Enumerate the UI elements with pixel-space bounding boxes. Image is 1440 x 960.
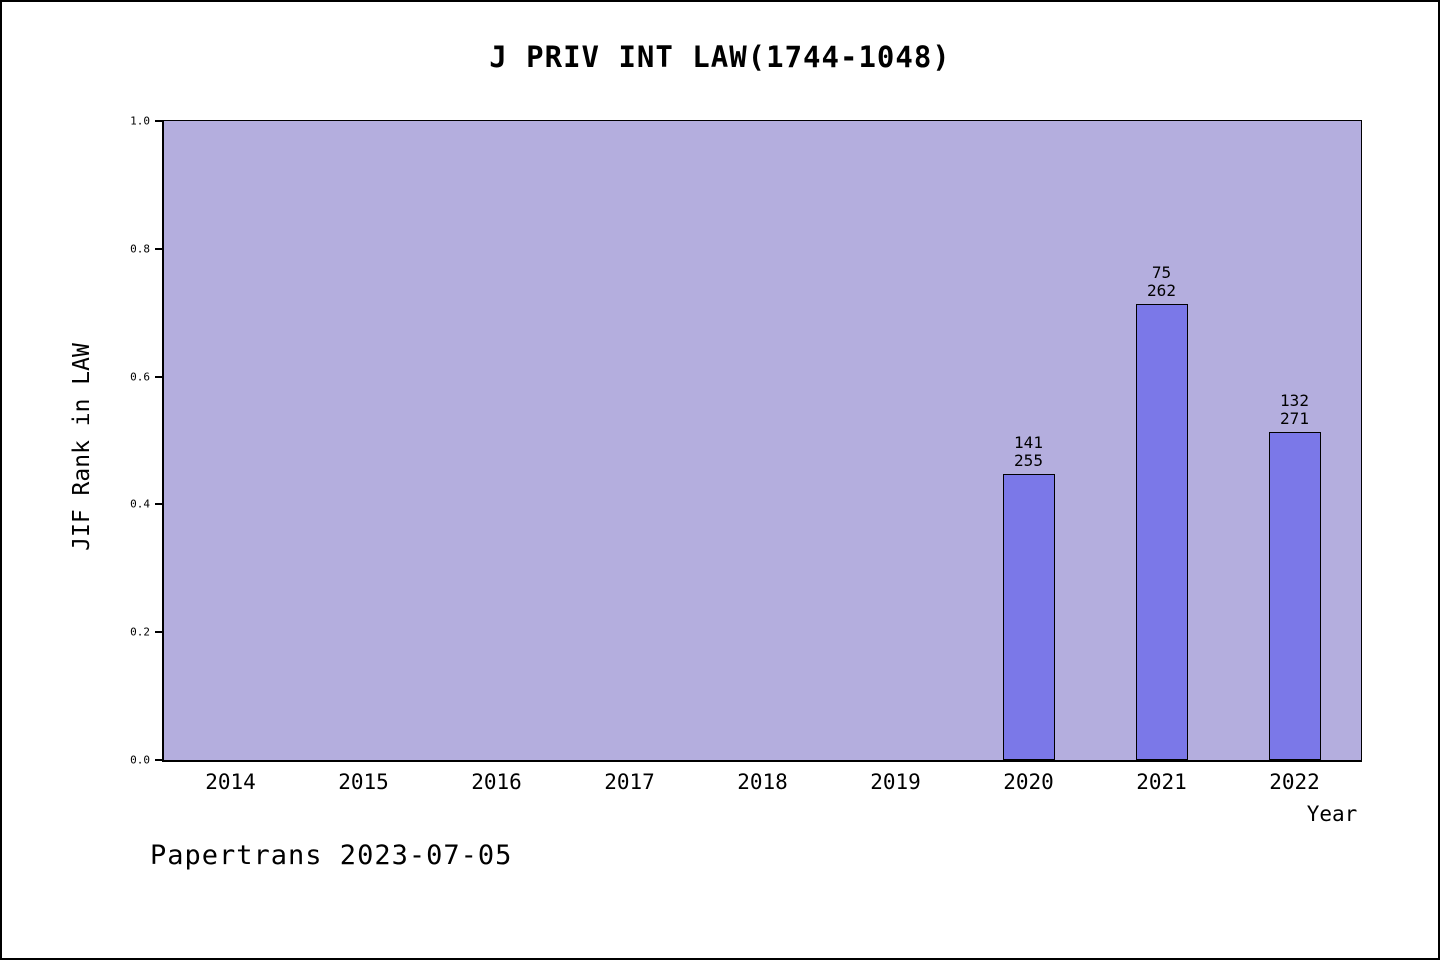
y-tick-mark	[155, 120, 162, 122]
x-tick-label-2017: 2017	[604, 770, 655, 794]
y-tick-label: 1.0	[130, 114, 150, 128]
bar-2021	[1135, 303, 1188, 760]
y-tick-mark	[155, 247, 162, 250]
x-tick-label-2016: 2016	[471, 770, 522, 794]
x-axis-label: Year	[1306, 802, 1358, 826]
bar-2022	[1268, 432, 1321, 760]
y-tick-mark	[155, 503, 162, 506]
y-tick-mark	[155, 375, 162, 378]
y-tick-label: 0.0	[130, 753, 150, 767]
x-tick-label-2018: 2018	[737, 770, 788, 794]
watermark-text: Papertrans 2023-07-05	[150, 840, 513, 871]
plot-area: 0.0 0.2 0.4 0.6 0.8 1.0 2014 2015 2016 2017 2018 20…	[130, 115, 1362, 794]
chart-title: J PRIV INT LAW(1744-1048)	[489, 40, 951, 74]
x-tick-label-2021: 2021	[1136, 770, 1187, 794]
bar-label-2021: 75 262	[1147, 262, 1176, 300]
y-tick-label: 0.8	[130, 242, 150, 256]
y-tick-label: 0.4	[130, 497, 150, 511]
y-tick-label: 0.2	[130, 625, 150, 639]
y-axis-label: JIF Rank in LAW	[69, 343, 95, 551]
x-tick-label-2015: 2015	[338, 770, 389, 794]
bar-label-2020: 141 255	[1014, 433, 1043, 471]
x-tick-label-2020: 2020	[1003, 770, 1054, 794]
x-tick-label-2022: 2022	[1269, 770, 1320, 794]
bar-label-2022: 132 271	[1280, 391, 1309, 429]
bar-2020	[1002, 474, 1055, 760]
y-tick-mark	[155, 631, 162, 634]
y-tick-mark	[155, 759, 162, 761]
x-tick-label-2019: 2019	[870, 770, 921, 794]
y-tick-label: 0.6	[130, 370, 150, 384]
x-tick-label-2014: 2014	[205, 770, 256, 794]
